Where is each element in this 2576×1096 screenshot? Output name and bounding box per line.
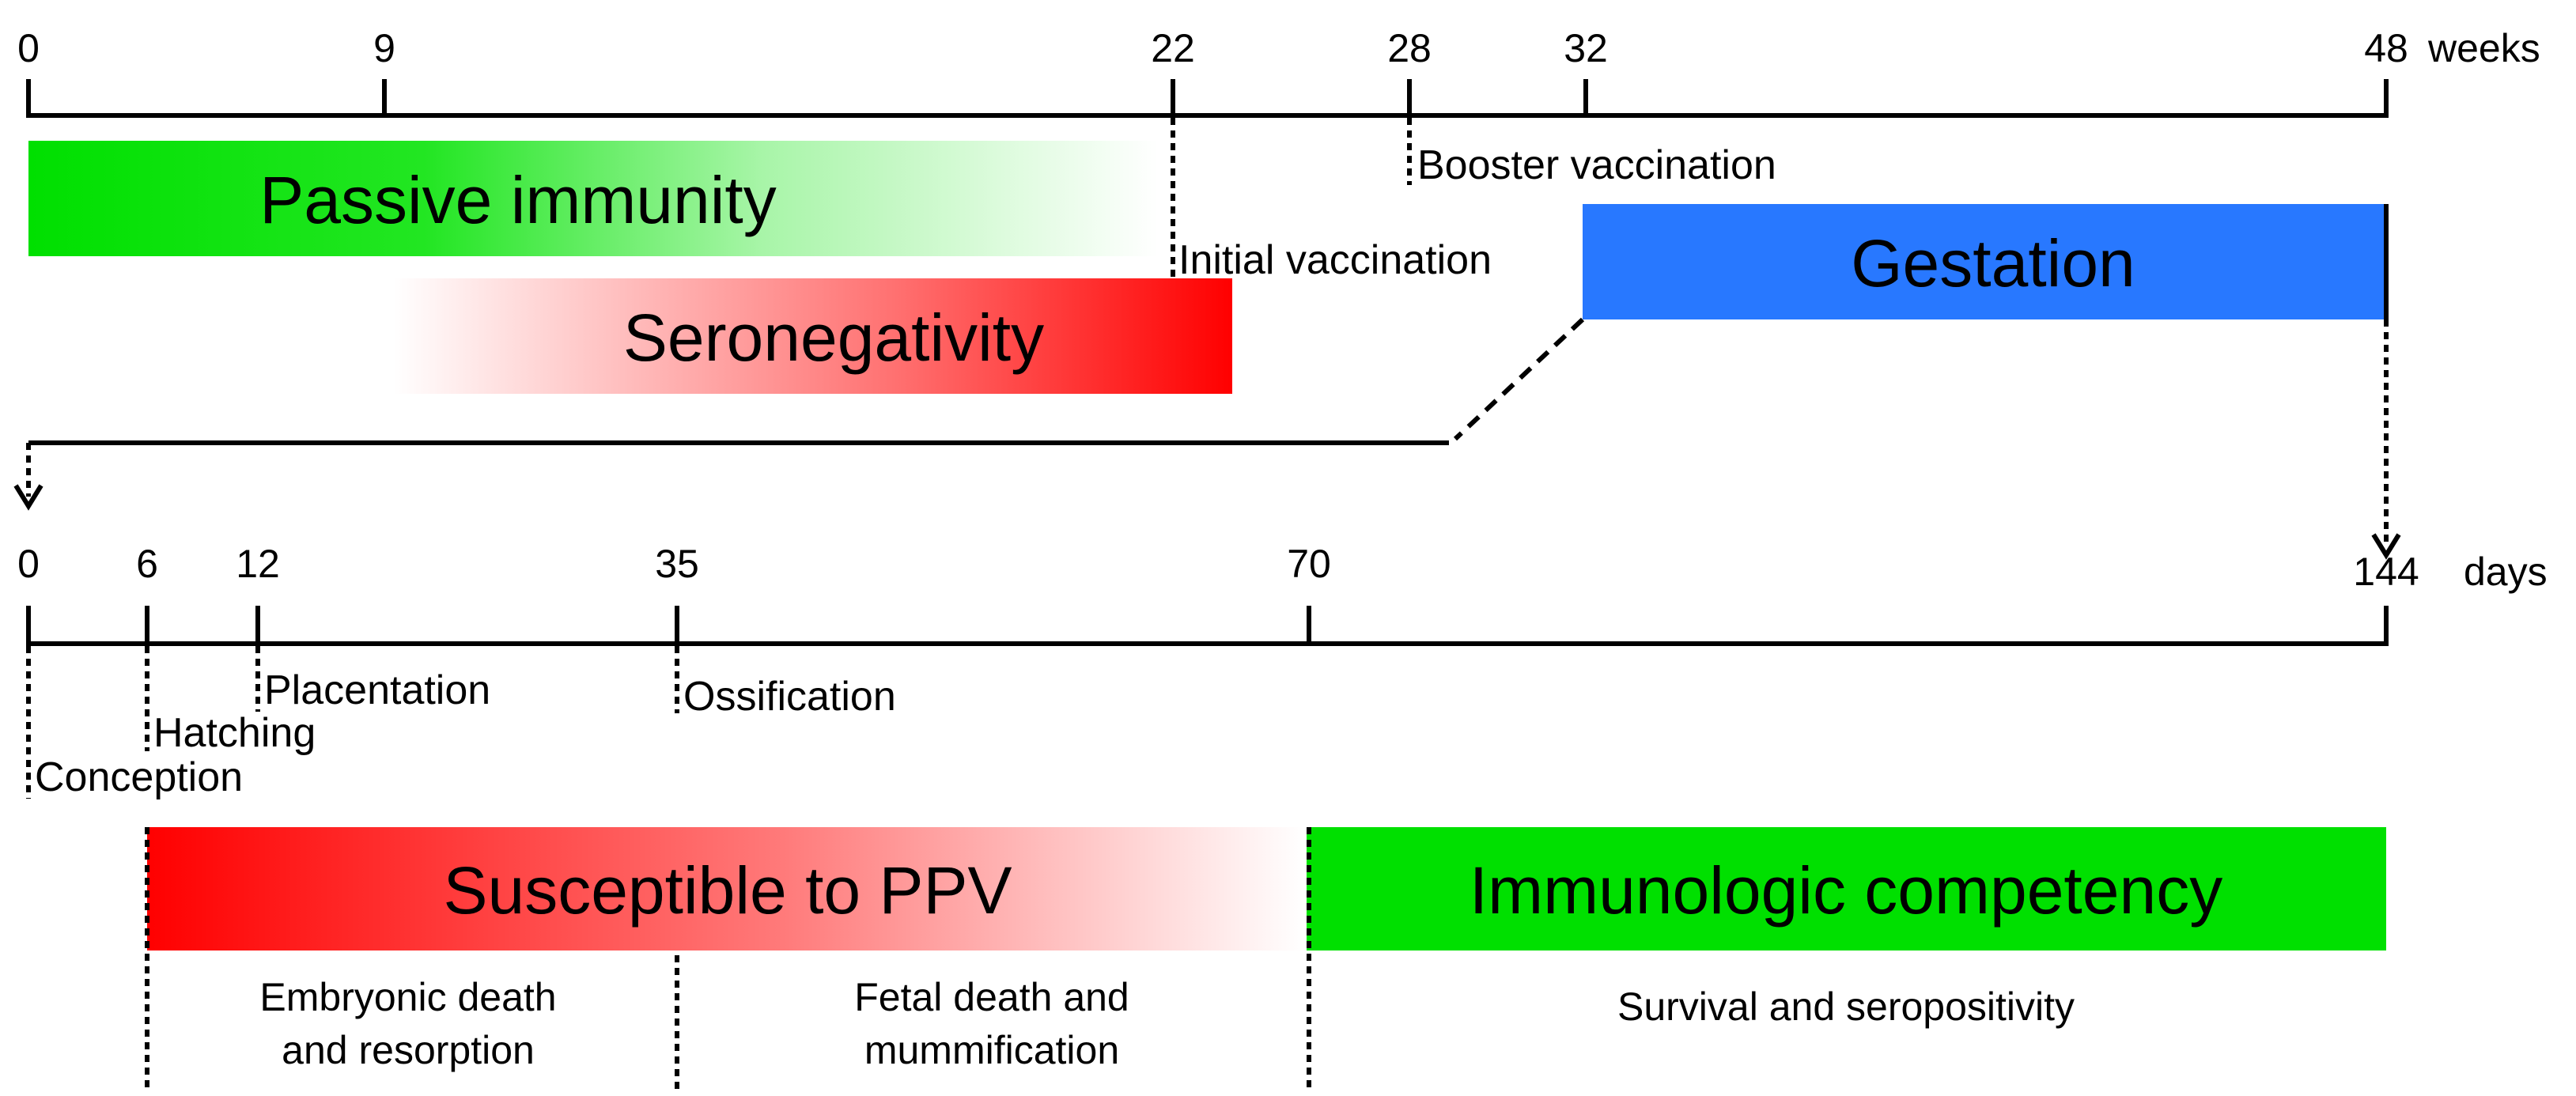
days-tick-label-144: 144 — [2353, 550, 2419, 594]
days-unit-label: days — [2464, 550, 2548, 594]
initial-vaccination-label: Initial vaccination — [1178, 237, 1492, 283]
fetal-death-label-line2: mummification — [864, 1028, 1119, 1072]
days-timeline: 0 6 12 35 70 144 days Conception Hatchin… — [17, 542, 2548, 1091]
left-arrow-icon — [13, 484, 44, 511]
immunologic-competency-label: Immunologic competency — [1470, 853, 2222, 928]
susceptible-to-ppv-label: Susceptible to PPV — [443, 853, 1012, 928]
weeks-tick-label-22: 22 — [1151, 26, 1195, 70]
days-tick-label-12: 12 — [236, 542, 280, 586]
passive-immunity-label: Passive immunity — [259, 163, 777, 237]
hatching-label: Hatching — [153, 710, 316, 756]
days-tick-label-70: 70 — [1287, 542, 1331, 586]
days-tick-label-35: 35 — [655, 542, 699, 586]
connector-diagonal — [1453, 317, 1585, 441]
weeks-timeline: 0 9 22 28 32 48 weeks Passive immunity S… — [17, 26, 2540, 394]
weeks-tick-label-48: 48 — [2364, 26, 2408, 70]
seronegativity-label: Seronegativity — [623, 300, 1044, 375]
embryonic-death-label-line2: and resorption — [282, 1028, 535, 1072]
passive-immunity-bar — [28, 141, 1158, 256]
gestation-label: Gestation — [1851, 226, 2135, 300]
ossification-label: Ossification — [683, 674, 896, 720]
booster-vaccination-label: Booster vaccination — [1417, 142, 1776, 188]
gestation-bar — [1583, 204, 2386, 319]
right-arrow-icon — [2371, 533, 2401, 560]
placentation-label: Placentation — [264, 667, 490, 713]
conception-label: Conception — [35, 754, 243, 800]
fetal-death-label-line1: Fetal death and — [854, 975, 1129, 1019]
weeks-tick-label-9: 9 — [373, 26, 395, 70]
embryonic-death-label-line1: Embryonic death — [259, 975, 556, 1019]
susceptible-to-ppv-bar — [147, 827, 1303, 950]
survival-seropositivity-label: Survival and seropositivity — [1617, 985, 2075, 1029]
days-tick-label-0: 0 — [17, 542, 40, 586]
gestation-expansion-connector — [13, 317, 2401, 560]
weeks-tick-label-32: 32 — [1564, 26, 1608, 70]
days-tick-label-6: 6 — [136, 542, 158, 586]
weeks-tick-label-0: 0 — [17, 26, 40, 70]
immunologic-competency-bar — [1307, 827, 2386, 950]
weeks-tick-label-28: 28 — [1387, 26, 1432, 70]
seronegativity-bar — [394, 278, 1232, 394]
weeks-unit-label: weeks — [2427, 26, 2540, 70]
